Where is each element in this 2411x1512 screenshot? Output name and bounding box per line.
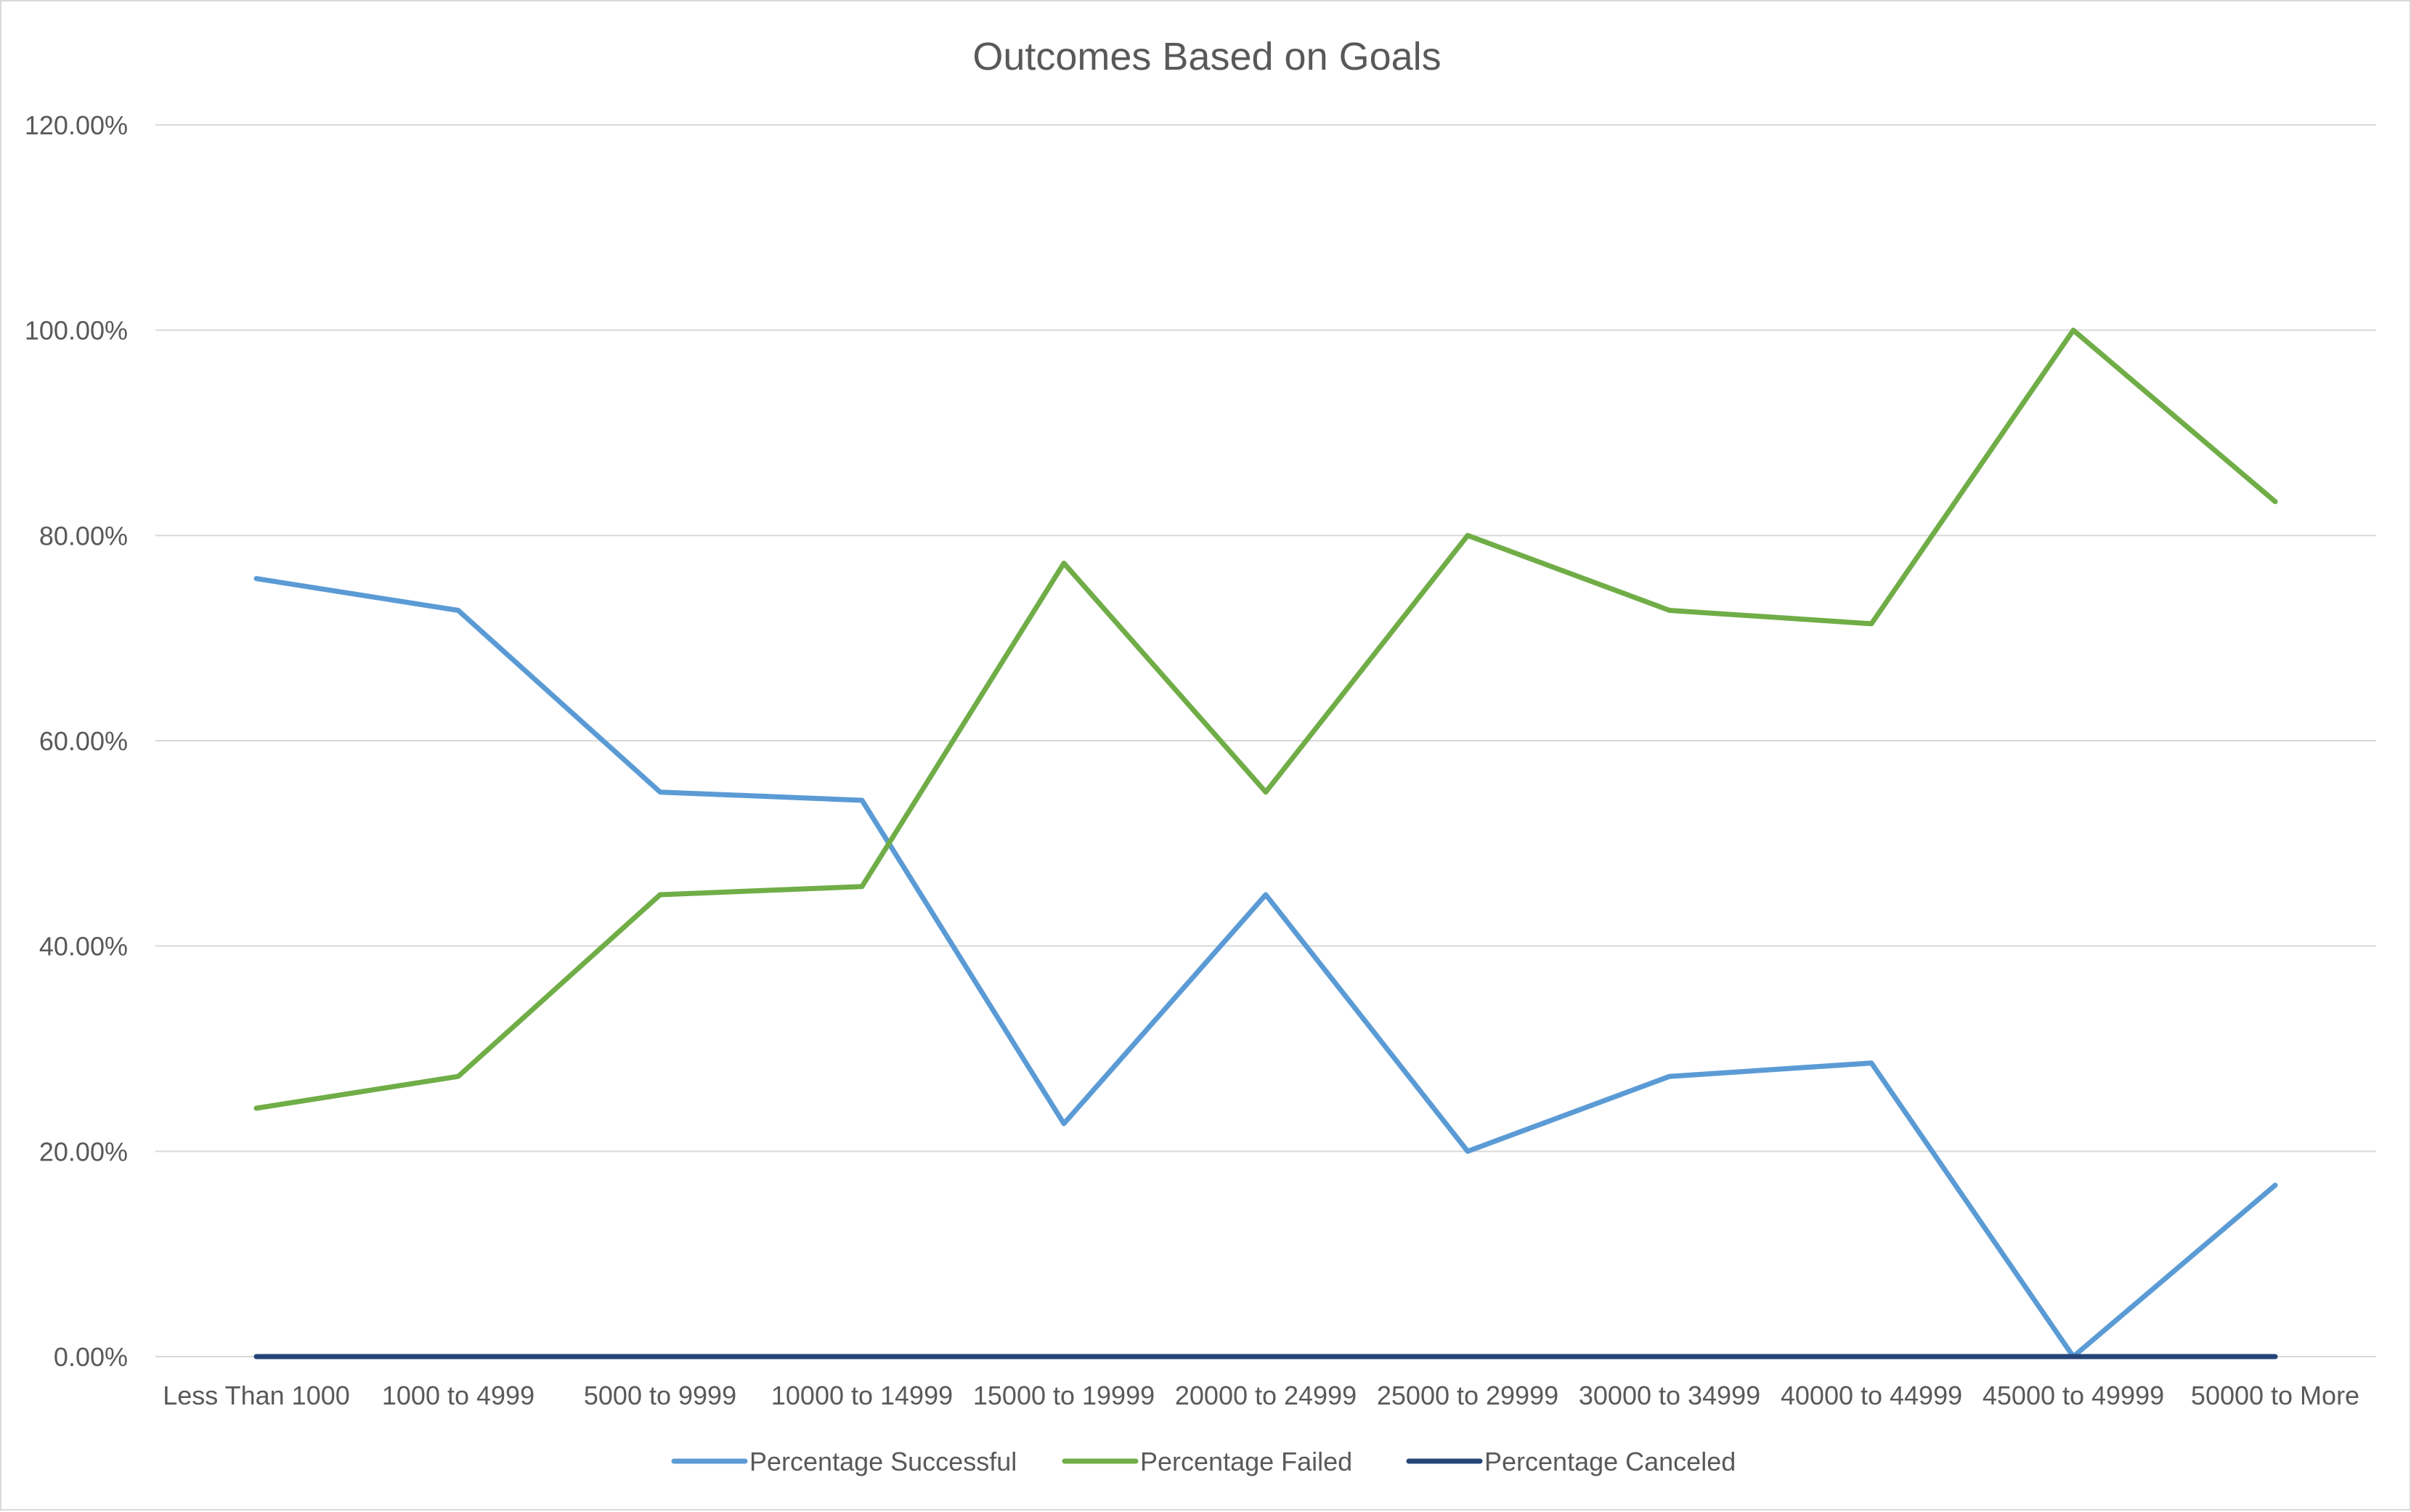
x-tick-label: 10000 to 14999 (771, 1381, 953, 1410)
y-tick-label: 0.00% (54, 1342, 128, 1372)
series-lines (253, 328, 2278, 1359)
data-point (1871, 622, 1872, 625)
data-point (1265, 894, 1267, 895)
gridlines (155, 124, 2376, 1357)
data-point (256, 1107, 257, 1109)
y-axis-tick-labels: 0.00% 20.00% 40.00% 60.00% 80.00% 100.00% 120.… (25, 110, 128, 1372)
data-point (1063, 1123, 1065, 1125)
x-tick-label: Less Than 1000 (163, 1381, 350, 1410)
x-tick-label: 50000 to More (2191, 1381, 2359, 1410)
data-point (2274, 1356, 2276, 1357)
legend-label: Percentage Failed (1140, 1447, 1352, 1476)
data-point (659, 791, 661, 793)
data-point (1063, 562, 1065, 564)
data-point (861, 1356, 863, 1357)
y-tick-label: 60.00% (39, 726, 128, 756)
y-tick-label: 20.00% (39, 1137, 128, 1166)
data-point (256, 1356, 257, 1357)
y-tick-label: 120.00% (25, 110, 128, 140)
data-point (458, 1356, 459, 1357)
data-point (1265, 1356, 1267, 1357)
data-point (458, 1076, 459, 1078)
data-point (861, 799, 863, 801)
data-point (2274, 500, 2276, 503)
data-point (1467, 535, 1468, 537)
y-tick-label: 100.00% (25, 316, 128, 346)
x-tick-label: 30000 to 34999 (1579, 1381, 1760, 1410)
data-point (1669, 1076, 1670, 1078)
data-point (1467, 1356, 1468, 1357)
data-point (1265, 791, 1267, 793)
data-point (2073, 329, 2074, 331)
data-point (1063, 1356, 1065, 1357)
data-point (2073, 1356, 2074, 1357)
legend-label: Percentage Canceled (1484, 1447, 1736, 1476)
x-tick-label: 40000 to 44999 (1781, 1381, 1962, 1410)
data-point (1467, 1150, 1468, 1153)
data-point (1669, 1356, 1670, 1357)
x-tick-label: 5000 to 9999 (584, 1381, 736, 1410)
x-tick-label: 15000 to 19999 (973, 1381, 1155, 1410)
x-tick-label: 45000 to 49999 (1983, 1381, 2164, 1410)
y-tick-label: 80.00% (39, 521, 128, 550)
series-line-1 (253, 576, 2278, 1359)
data-point (1669, 609, 1670, 611)
chart-title: Outcomes Based on Goals (972, 35, 1441, 78)
series-line-2 (253, 328, 2278, 1111)
data-point (659, 894, 661, 895)
data-point (1871, 1356, 1872, 1357)
data-point (1871, 1062, 1872, 1064)
x-axis-tick-labels: Less Than 1000 1000 to 4999 5000 to 9999 10… (163, 1381, 2359, 1410)
legend: Percentage Successful Percentage Failed Pe… (671, 1447, 1736, 1476)
x-tick-label: 25000 to 29999 (1377, 1381, 1558, 1410)
data-point (2274, 1184, 2276, 1186)
x-tick-label: 1000 to 4999 (382, 1381, 534, 1410)
data-point (256, 577, 257, 580)
data-point (659, 1356, 661, 1357)
x-tick-label: 20000 to 24999 (1175, 1381, 1357, 1410)
data-point (861, 885, 863, 887)
data-point (458, 609, 459, 611)
y-tick-label: 40.00% (39, 932, 128, 962)
legend-label: Percentage Successful (749, 1447, 1017, 1476)
